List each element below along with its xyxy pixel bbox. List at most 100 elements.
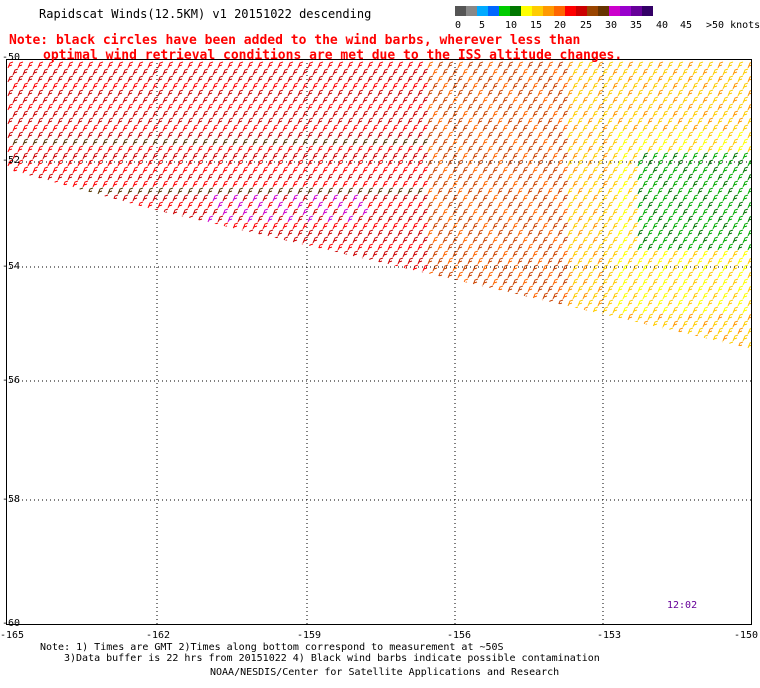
wind-barb [397,75,404,83]
wind-barb [487,243,494,251]
wind-barb [492,264,499,272]
wind-barb [492,166,499,174]
wind-barb [712,278,719,286]
wind-barb [457,257,464,265]
wind-barb [692,124,699,132]
wind-barb [737,187,744,195]
wind-barb [57,117,64,125]
wind-barb [497,173,504,181]
wind-barb [262,222,269,230]
wind-barb [687,187,694,195]
wind-barb [412,124,419,132]
wind-barb [612,208,619,216]
wind-barb [197,187,204,195]
wind-barb [707,313,714,321]
wind-barb [252,68,259,76]
wind-barb [197,117,204,125]
wind-barb [532,264,539,272]
wind-barb [132,138,139,146]
wind-barb [552,96,559,104]
wind-barb [337,187,344,195]
wind-barb [547,215,554,223]
wind-barb [682,250,689,258]
lon-label-159: -159 [297,630,322,641]
wind-barb [102,180,109,188]
wind-barb [622,110,629,118]
wind-barb [562,68,569,76]
wind-barb [657,299,664,307]
wind-barb [687,257,694,265]
wind-barb [197,75,204,83]
wind-barb [422,180,429,188]
wind-barb [202,96,209,104]
wind-barb [317,201,324,209]
wind-barb [667,299,674,307]
wind-barb [532,124,539,132]
wind-barb [577,145,584,153]
wind-barb [122,110,129,118]
wind-barb [292,180,299,188]
wind-barb [682,166,689,174]
wind-barb [742,208,749,216]
wind-barb [602,264,609,272]
wind-barb [112,166,119,174]
wind-barb [607,215,614,223]
wind-barb [597,173,604,181]
wind-barb [407,257,414,265]
wind-barb [732,250,739,258]
wind-barb [717,131,724,139]
wind-barb [552,166,559,174]
wind-barb [527,103,534,111]
wind-barb [107,103,114,111]
wind-barb [517,271,524,279]
wind-barb [712,194,719,202]
wind-barb [587,145,594,153]
wind-barb [672,208,679,216]
wind-barb [552,138,559,146]
wind-barb [472,68,479,76]
wind-barb [607,243,614,251]
wind-barb [232,166,239,174]
wind-barb [472,82,479,90]
wind-barb [532,250,539,258]
wind-barb [512,208,519,216]
wind-barb [87,159,94,167]
wind-barb [717,89,724,97]
wind-barb [192,152,199,160]
wind-barb [712,320,719,328]
wind-barb [117,145,124,153]
wind-barb [532,236,539,244]
wind-barb [702,222,709,230]
wind-barb [487,61,494,69]
wind-barb [442,264,449,272]
wind-barb [662,320,669,328]
wind-barb [477,117,484,125]
wind-barb [157,173,164,181]
wind-barb [157,131,164,139]
wind-barb [242,68,249,76]
wind-barb [87,89,94,97]
wind-barb [242,180,249,188]
wind-barb [77,131,84,139]
wind-barb [132,166,139,174]
wind-barb [412,264,419,272]
wind-barb [647,117,654,125]
wind-barb [147,89,154,97]
wind-barb [272,208,279,216]
wind-barb [597,187,604,195]
wind-barb [712,334,719,342]
wind-barb [67,145,74,153]
wind-barb [247,159,254,167]
wind-barb [362,110,369,118]
wind-barb [557,215,564,223]
wind-barb [282,166,289,174]
lon-label-162: -162 [146,630,171,641]
wind-barb [197,159,204,167]
wind-barb [432,194,439,202]
wind-barb [347,75,354,83]
wind-barb [367,89,374,97]
wind-barb [627,215,634,223]
wind-barb [697,89,704,97]
wind-barb [157,117,164,125]
wind-barb [242,110,249,118]
